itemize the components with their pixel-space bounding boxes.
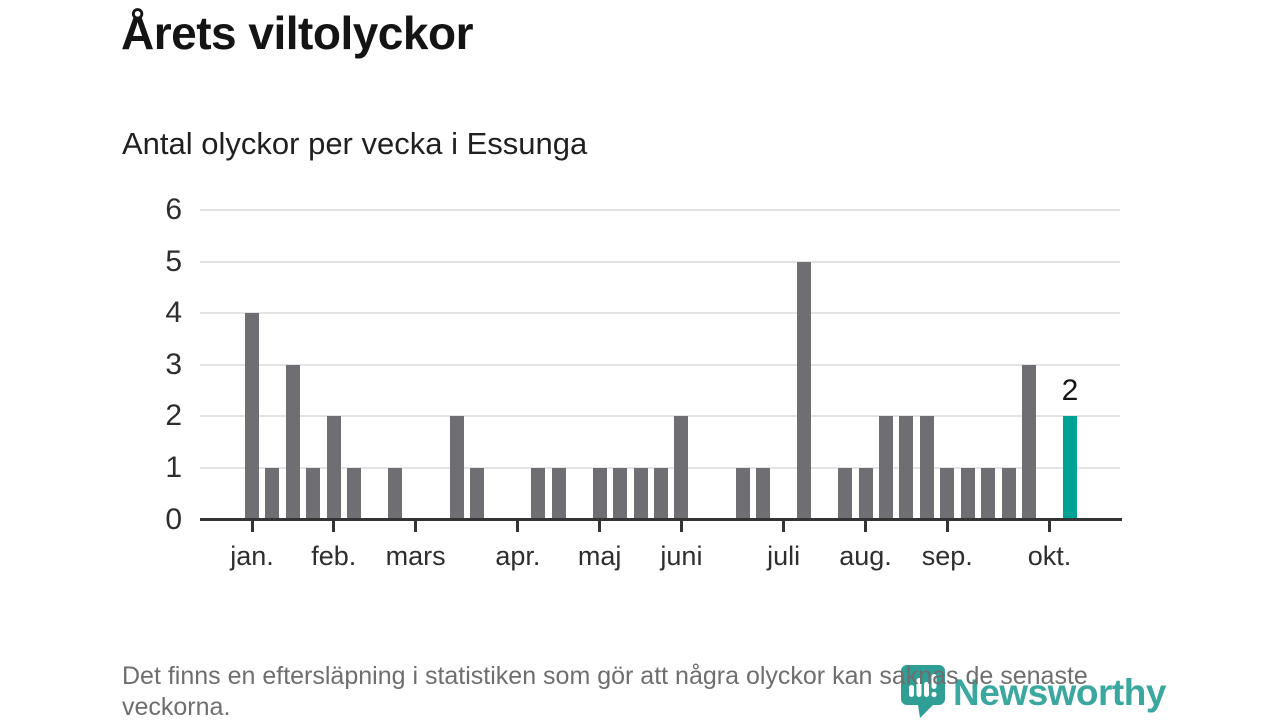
bar-week-26 bbox=[756, 467, 771, 520]
bar-week-41 bbox=[1063, 416, 1077, 520]
gridline-y-3 bbox=[200, 363, 1120, 366]
bar-week-35 bbox=[940, 467, 955, 520]
x-axis-tick-juli bbox=[782, 521, 786, 532]
x-axis-tick-apr bbox=[516, 521, 520, 532]
x-axis-label-juli: juli bbox=[767, 541, 801, 571]
x-axis-label-aug: aug. bbox=[839, 541, 892, 571]
bar-week-30 bbox=[838, 467, 853, 520]
bar-week-21 bbox=[654, 467, 668, 520]
newsworthy-pin-icon bbox=[901, 665, 945, 718]
x-axis-label-juni: juni bbox=[660, 541, 703, 571]
x-axis-tick-sep bbox=[945, 521, 949, 532]
bar-week-22 bbox=[674, 416, 689, 520]
bar-week-12 bbox=[469, 467, 484, 520]
x-axis-tick-aug bbox=[864, 521, 867, 532]
bar-week-4 bbox=[306, 467, 321, 520]
bar-week-2 bbox=[265, 467, 280, 520]
x-axis-label-jan: jan. bbox=[230, 541, 274, 571]
bar-week-15 bbox=[531, 467, 546, 520]
x-axis-label-feb: feb. bbox=[311, 541, 357, 571]
bar-week-37 bbox=[981, 467, 996, 520]
bar-week-31 bbox=[858, 467, 873, 520]
bar-week-19 bbox=[613, 467, 628, 520]
x-axis-tick-mars bbox=[414, 521, 418, 532]
bar-week-5 bbox=[326, 416, 341, 520]
x-axis-label-sep: sep. bbox=[921, 541, 973, 571]
y-axis-tick-label-0: 0 bbox=[165, 502, 182, 536]
bar-week-6 bbox=[347, 467, 362, 520]
y-axis-tick-label-3: 3 bbox=[165, 347, 182, 381]
x-axis-tick-okt bbox=[1048, 521, 1052, 532]
bar-week-33 bbox=[899, 416, 914, 520]
x-axis-label-mars: mars bbox=[385, 541, 446, 571]
y-axis-tick-label-5: 5 bbox=[165, 244, 182, 278]
y-axis-tick-label-1: 1 bbox=[165, 450, 182, 484]
gridline-y-4 bbox=[200, 312, 1120, 315]
chart-subtitle: Antal olyckor per vecka i Essunga bbox=[122, 126, 588, 161]
bar-week-8 bbox=[388, 467, 403, 520]
gridline-y-6 bbox=[200, 208, 1120, 211]
newsworthy-logo: Newsworthy bbox=[901, 665, 1166, 719]
bar-week-34 bbox=[919, 416, 934, 520]
bar-week-1 bbox=[245, 313, 259, 520]
gridline-y-2 bbox=[200, 415, 1120, 418]
footer-note: Det finns en eftersläpning i statistiken… bbox=[122, 662, 1088, 720]
bar-week-36 bbox=[960, 467, 975, 520]
bar-week-11 bbox=[449, 416, 464, 520]
bar-week-3 bbox=[285, 364, 300, 520]
bar-week-39 bbox=[1022, 364, 1037, 520]
bar-chart-plot-area: 0 1 2 3 4 5 6 jan. feb. mars apr. maj juni juli aug. se… bbox=[165, 192, 1122, 571]
x-axis-tick-juni bbox=[679, 521, 683, 532]
x-axis-line bbox=[200, 518, 1122, 521]
x-axis-tick-feb bbox=[332, 521, 336, 532]
bar-week-16 bbox=[551, 467, 566, 520]
newsworthy-wordmark: Newsworthy bbox=[953, 672, 1166, 713]
y-axis-tick-label-4: 4 bbox=[165, 296, 182, 330]
x-axis-label-maj: maj bbox=[577, 541, 622, 571]
x-axis-tick-maj bbox=[598, 521, 602, 532]
bar-week-28 bbox=[797, 261, 812, 520]
x-axis-label-apr: apr. bbox=[495, 541, 541, 571]
bar-week-32 bbox=[878, 416, 893, 520]
x-axis-tick-jan bbox=[250, 521, 254, 532]
bar-week-20 bbox=[633, 467, 648, 520]
bar-week-38 bbox=[1001, 467, 1016, 520]
y-axis-tick-label-6: 6 bbox=[165, 192, 182, 226]
bar-week-25 bbox=[735, 467, 750, 520]
x-axis-label-okt: okt. bbox=[1027, 541, 1072, 571]
y-axis-tick-label-2: 2 bbox=[165, 399, 182, 433]
gridline-y-5 bbox=[200, 260, 1120, 263]
highlight-value-label: 2 bbox=[1061, 374, 1079, 408]
chart-title: Årets viltolyckor bbox=[121, 7, 473, 59]
bar-week-18 bbox=[592, 467, 607, 520]
